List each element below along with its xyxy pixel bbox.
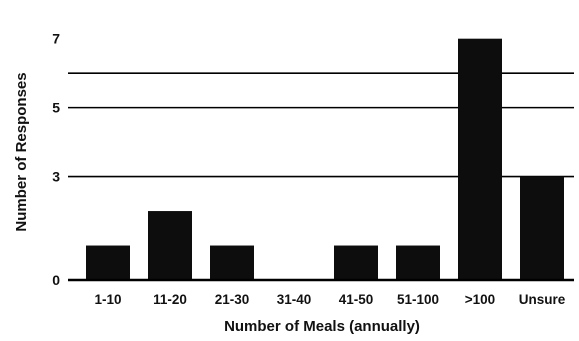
bar-6 — [458, 38, 502, 281]
x-tick-label: Unsure — [519, 292, 566, 307]
x-axis-title: Number of Meals (annually) — [224, 318, 420, 335]
bar-1 — [148, 211, 192, 280]
bars — [86, 38, 564, 281]
bar-2 — [210, 245, 254, 280]
y-tick-labels: 0 3 5 7 — [52, 31, 60, 288]
x-tick-label: 11-20 — [153, 292, 187, 307]
bar-5 — [396, 245, 440, 280]
y-tick-label: 3 — [52, 169, 60, 185]
x-tick-labels: 1-10 11-20 21-30 31-40 41-50 51-100 >100 Unsure — [94, 292, 565, 307]
y-tick-label: 0 — [52, 272, 60, 288]
bar-0 — [86, 245, 130, 280]
x-tick-label: 51-100 — [397, 292, 439, 307]
bar-7 — [520, 176, 564, 280]
x-tick-label: 1-10 — [94, 292, 121, 307]
x-tick-label: 41-50 — [339, 292, 374, 307]
y-tick-label: 7 — [52, 31, 60, 47]
x-tick-label: >100 — [465, 292, 495, 307]
y-tick-label: 5 — [52, 100, 60, 116]
bar-4 — [334, 245, 378, 280]
y-axis-title: Number of Responses — [13, 72, 30, 231]
x-tick-label: 31-40 — [277, 292, 312, 307]
x-tick-label: 21-30 — [215, 292, 250, 307]
